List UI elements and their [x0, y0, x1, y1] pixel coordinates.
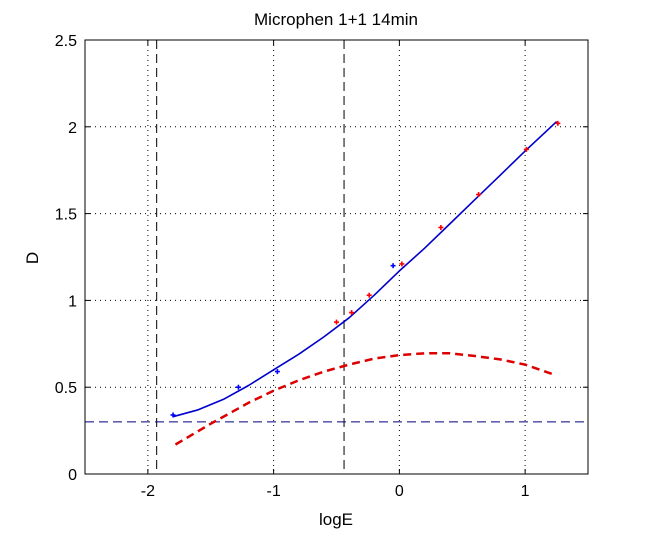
ticks: -2 -1 0 1 0 0.5 1 1.5 2 2.5 [55, 33, 588, 500]
y-axis-label: D [23, 252, 42, 264]
measured-red-point [366, 292, 372, 298]
gradient-curve-line [174, 352, 554, 446]
y-tick-label: 0.5 [55, 380, 77, 397]
fit-curve-line [172, 121, 558, 418]
x-tick-label: 1 [521, 483, 530, 500]
measured-blue-point [235, 384, 241, 390]
y-tick-label: 1.5 [55, 207, 77, 224]
measured-red-point [349, 310, 355, 316]
chart-title: Microphen 1+1 14min [254, 10, 418, 29]
measured-blue-point [170, 412, 176, 418]
measured-red-point [438, 224, 444, 230]
measured-red-point [523, 146, 529, 152]
measured-red-point [399, 261, 405, 267]
axes-box [84, 39, 589, 475]
x-tick-label: 0 [395, 483, 404, 500]
y-tick-label: 2.5 [55, 33, 77, 50]
measured-blue-point [274, 369, 280, 375]
x-tick-label: -1 [267, 483, 281, 500]
series [170, 120, 561, 446]
measured-red-point [334, 319, 339, 325]
x-axis-label: logE [319, 510, 353, 529]
measured-red-point [476, 192, 482, 198]
y-tick-label: 1 [68, 293, 77, 310]
measured-red-point [555, 120, 561, 126]
y-tick-label: 2 [68, 120, 77, 137]
x-tick-label: -2 [141, 483, 155, 500]
grid [85, 40, 588, 474]
y-tick-label: 0 [68, 467, 77, 484]
reference-lines [85, 40, 588, 474]
measured-blue-point [390, 263, 396, 269]
